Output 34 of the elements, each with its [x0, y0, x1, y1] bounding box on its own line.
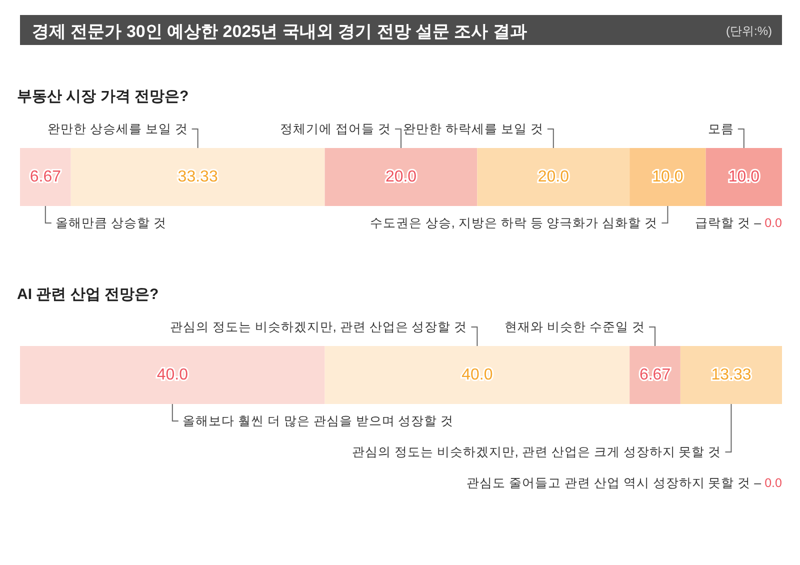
- data-label: 10.0: [652, 168, 684, 186]
- chart-title: AI 관련 산업 전망은?: [17, 286, 159, 303]
- bar: [20, 346, 325, 404]
- chart-subtitle: 부동산 시장 가격 전망은?: [17, 88, 189, 105]
- data-label: 33.33: [178, 168, 218, 186]
- bar: [324, 346, 630, 404]
- data-label: 6.67: [30, 168, 62, 186]
- series-label: 올해보다 훨씬 더 많은 관심을 받으며 성장할 것: [182, 414, 454, 428]
- bar: [680, 346, 782, 404]
- chart-title: 경제 전문가 30인 예상한 2025년 국내외 경기 전망 설문 조사 결과: [32, 21, 527, 43]
- bar: [70, 148, 325, 206]
- text: 관심도 줄어들고 관련 산업 역시 성장하지 못할 것 – 0.0: [466, 475, 782, 491]
- text: 관심의 정도는 비슷하겠지만, 관련 산업은 크게 성장하지 못할 것: [352, 445, 722, 459]
- series-label: 관심의 정도는 비슷하겠지만, 관련 산업은 성장할 것: [170, 320, 468, 334]
- data-label: 20.0: [538, 168, 570, 186]
- data-label: 40.0: [156, 366, 188, 384]
- data-label: 20.0: [385, 168, 417, 186]
- series-label: 완만한 하락세를 보일 것: [402, 122, 544, 136]
- text: (단위:%): [726, 23, 772, 40]
- series-label: 모름: [708, 122, 734, 136]
- data-label: 10.0: [728, 168, 760, 186]
- data-label: 13.33: [711, 366, 752, 384]
- series-label: 완만한 상승세를 보일 것: [47, 122, 188, 136]
- text: 급락할 것 – 0.0: [695, 215, 782, 231]
- bar: [477, 148, 630, 206]
- series-label: 현재와 비슷한 수준일 것: [504, 320, 646, 334]
- bar: [706, 148, 782, 206]
- data-label: 6.67: [639, 366, 671, 384]
- series-label: 수도권은 상승, 지방은 하락 등 양극화가 심화할 것: [370, 216, 658, 230]
- bar: [630, 148, 706, 206]
- series-label: 정체기에 접어들 것: [280, 122, 391, 136]
- bar: [324, 148, 478, 206]
- data-label: 40.0: [462, 366, 493, 384]
- series-label: 올해만큼 상승할 것: [55, 216, 166, 230]
